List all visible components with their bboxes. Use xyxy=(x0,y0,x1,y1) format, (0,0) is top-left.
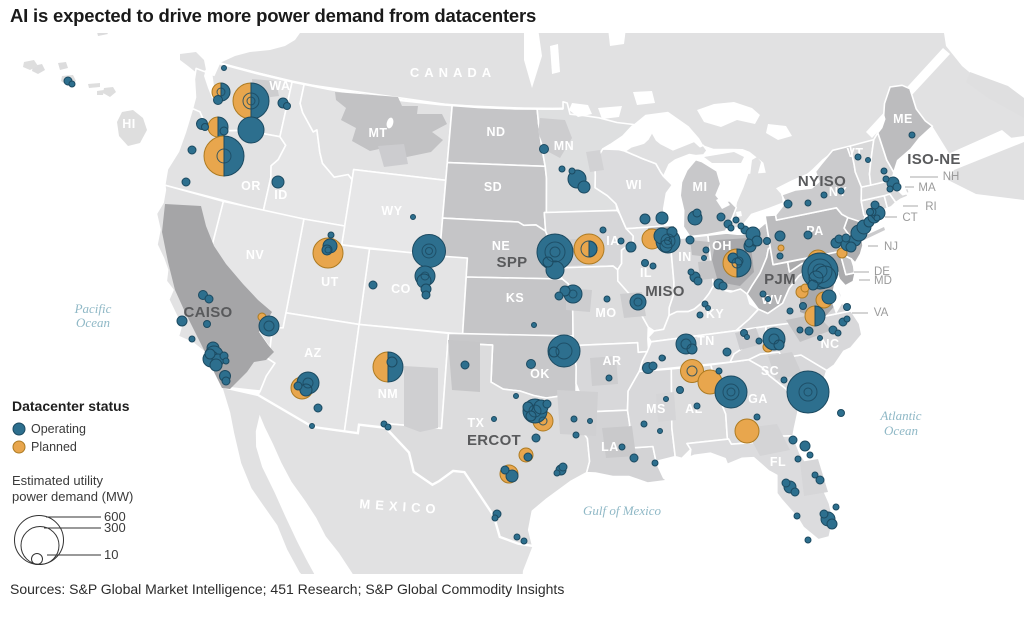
svg-text:NH: NH xyxy=(943,171,960,183)
svg-text:TN: TN xyxy=(697,334,715,348)
svg-text:Gulf of Mexico: Gulf of Mexico xyxy=(583,503,661,518)
svg-text:NE: NE xyxy=(492,239,510,253)
svg-text:KY: KY xyxy=(706,307,725,321)
svg-text:CT: CT xyxy=(902,212,917,224)
svg-text:HI: HI xyxy=(122,117,136,131)
svg-text:UT: UT xyxy=(321,275,339,289)
svg-text:SD: SD xyxy=(484,180,502,194)
svg-text:MD: MD xyxy=(874,275,892,287)
svg-text:Estimated utility: Estimated utility xyxy=(12,473,104,488)
svg-text:ERCOT: ERCOT xyxy=(467,432,521,449)
svg-text:MN: MN xyxy=(554,139,574,153)
svg-text:WI: WI xyxy=(626,178,642,192)
svg-text:power demand (MW): power demand (MW) xyxy=(12,489,133,504)
svg-text:DE: DE xyxy=(874,266,890,278)
svg-text:WY: WY xyxy=(381,204,402,218)
svg-text:NJ: NJ xyxy=(884,241,898,253)
svg-text:MISO: MISO xyxy=(645,283,685,300)
svg-text:Operating: Operating xyxy=(31,422,86,436)
svg-text:TX: TX xyxy=(468,416,485,430)
svg-text:Atlantic: Atlantic xyxy=(879,408,921,423)
svg-text:NV: NV xyxy=(246,248,265,262)
svg-text:KS: KS xyxy=(506,291,524,305)
svg-text:IN: IN xyxy=(678,250,692,264)
svg-text:ISO-NE: ISO-NE xyxy=(907,151,960,168)
svg-text:CANADA: CANADA xyxy=(410,65,496,80)
svg-text:600: 600 xyxy=(104,509,126,524)
svg-text:IA: IA xyxy=(606,234,620,248)
svg-text:NM: NM xyxy=(378,387,398,401)
svg-text:RI: RI xyxy=(925,201,937,213)
svg-text:PJM: PJM xyxy=(764,271,796,288)
svg-text:ND: ND xyxy=(486,125,505,139)
svg-text:VA: VA xyxy=(874,307,889,319)
svg-text:NC: NC xyxy=(820,337,839,351)
svg-text:MEXICO: MEXICO xyxy=(359,496,441,517)
svg-text:Ocean: Ocean xyxy=(76,315,110,330)
svg-text:Datacenter status: Datacenter status xyxy=(12,398,130,414)
svg-text:300: 300 xyxy=(104,520,126,535)
svg-text:Ocean: Ocean xyxy=(884,423,918,438)
svg-text:OK: OK xyxy=(530,367,550,381)
svg-text:AR: AR xyxy=(602,354,621,368)
svg-text:AZ: AZ xyxy=(304,346,322,360)
svg-text:MS: MS xyxy=(646,402,666,416)
svg-text:ID: ID xyxy=(274,188,288,202)
svg-text:SPP: SPP xyxy=(497,254,528,271)
svg-text:WA: WA xyxy=(269,79,290,93)
svg-text:NYISO: NYISO xyxy=(798,173,846,190)
svg-text:Planned: Planned xyxy=(31,440,77,454)
svg-text:AL: AL xyxy=(685,402,703,416)
svg-text:OH: OH xyxy=(712,239,732,253)
svg-text:CO: CO xyxy=(391,282,411,296)
svg-text:LA: LA xyxy=(601,440,619,454)
svg-text:FL: FL xyxy=(770,455,786,469)
svg-text:CAISO: CAISO xyxy=(183,304,232,321)
svg-text:MO: MO xyxy=(595,306,616,320)
svg-text:SC: SC xyxy=(761,364,779,378)
svg-text:MT: MT xyxy=(368,126,387,140)
svg-text:GA: GA xyxy=(748,392,768,406)
svg-text:IL: IL xyxy=(640,266,652,280)
svg-text:ME: ME xyxy=(893,112,913,126)
svg-text:MA: MA xyxy=(918,182,936,194)
svg-text:10: 10 xyxy=(104,547,118,562)
svg-text:Pacific: Pacific xyxy=(74,301,112,316)
svg-text:MI: MI xyxy=(693,180,708,194)
svg-text:OR: OR xyxy=(241,179,261,193)
